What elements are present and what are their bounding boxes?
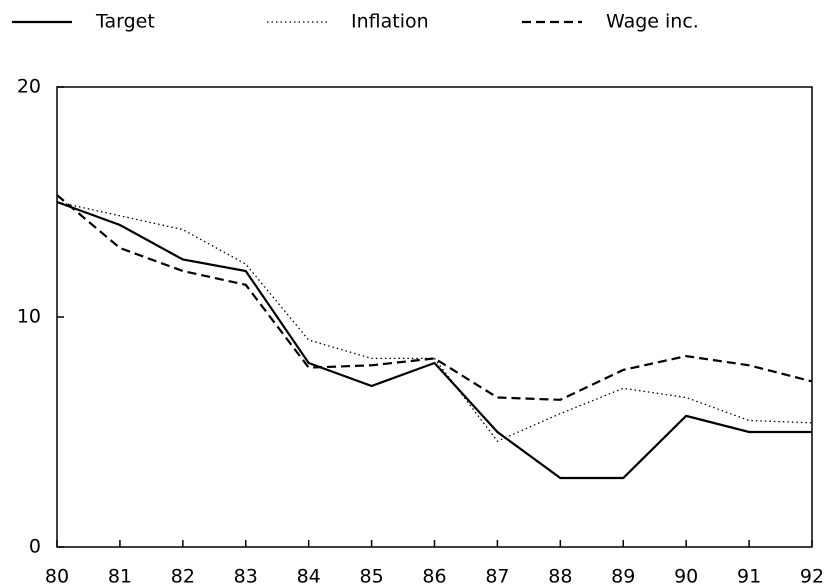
y-tick-label: 20 — [17, 76, 41, 98]
y-tick-label: 10 — [17, 306, 41, 328]
series-line — [56, 194, 813, 401]
x-tick-label: 89 — [611, 566, 635, 587]
x-tick-label: 84 — [297, 566, 321, 587]
x-tick-label: 87 — [485, 566, 509, 587]
series-line — [56, 201, 813, 443]
legend-label: Target — [95, 11, 155, 33]
plot-frame — [56, 86, 813, 548]
x-tick-label: 88 — [548, 566, 572, 587]
legend-label: Inflation — [351, 11, 429, 33]
legend-label: Wage inc. — [606, 11, 699, 33]
x-tick-label: 82 — [171, 566, 195, 587]
x-tick-label: 85 — [359, 566, 383, 587]
x-tick-label: 91 — [737, 566, 761, 587]
series-line — [56, 200, 812, 480]
x-tick-label: 81 — [108, 566, 132, 587]
y-tick-label: 0 — [29, 536, 41, 558]
x-tick-label: 83 — [234, 566, 258, 587]
x-tick-label: 90 — [674, 566, 698, 587]
x-tick-label: 92 — [800, 566, 824, 587]
x-tick-label: 80 — [45, 566, 69, 587]
x-tick-label: 86 — [422, 566, 446, 587]
